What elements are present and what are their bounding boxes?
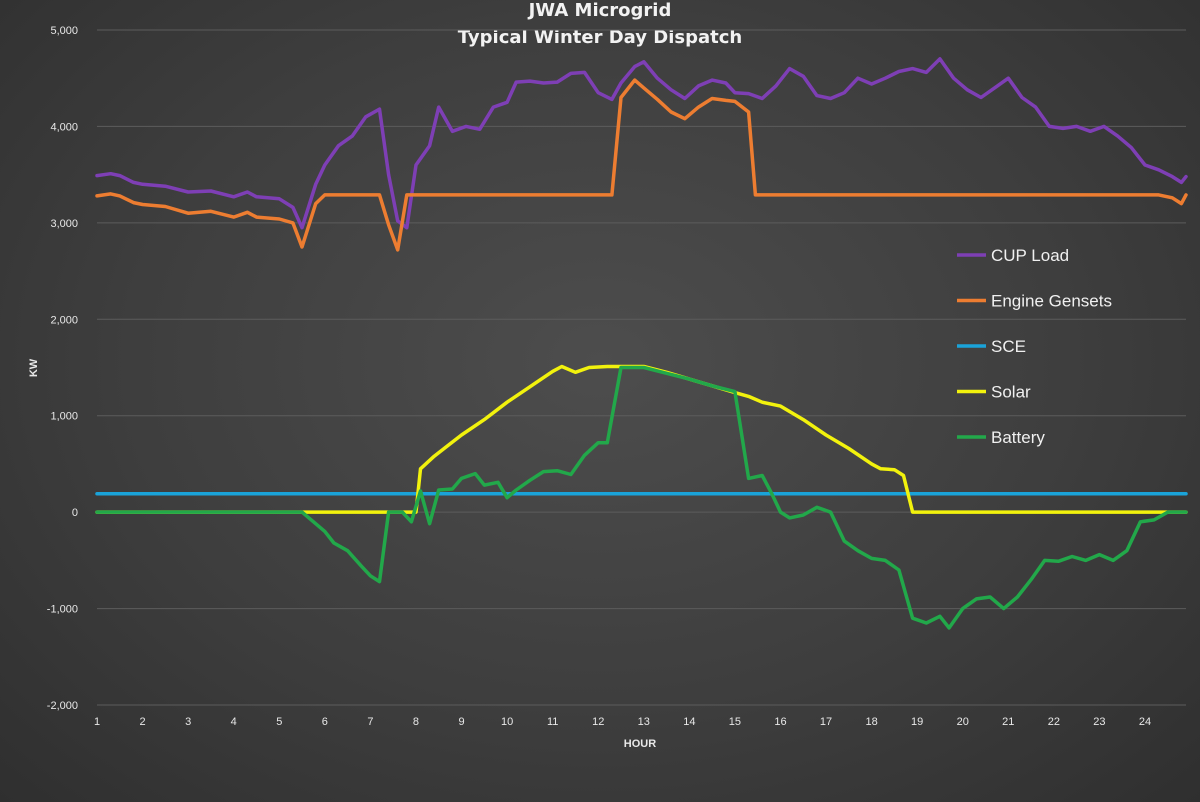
x-tick-label: 3	[185, 716, 191, 728]
legend-label-engine-gensets: Engine Gensets	[991, 292, 1112, 311]
x-axis-label: HOUR	[624, 738, 656, 750]
x-tick-label: 10	[501, 716, 513, 728]
chart-title-line-1: JWA Microgrid	[527, 0, 672, 21]
x-tick-label: 20	[957, 716, 969, 728]
x-tick-label: 17	[820, 716, 832, 728]
x-tick-label: 21	[1002, 716, 1014, 728]
x-tick-label: 2	[140, 716, 146, 728]
legend-label-battery: Battery	[991, 428, 1045, 447]
x-tick-label: 19	[911, 716, 923, 728]
x-tick-label: 5	[276, 716, 282, 728]
x-tick-label: 14	[683, 716, 695, 728]
y-tick-label: 4,000	[50, 121, 78, 133]
y-tick-label: -2,000	[47, 700, 78, 712]
y-axis-label: KW	[28, 358, 40, 377]
x-tick-label: 23	[1093, 716, 1105, 728]
x-tick-label: 22	[1048, 716, 1060, 728]
x-tick-label: 6	[322, 716, 328, 728]
x-tick-label: 8	[413, 716, 419, 728]
legend-label-sce: SCE	[991, 337, 1026, 356]
x-tick-label: 7	[367, 716, 373, 728]
y-tick-labels: -2,000 -1,000 0 1,000 2,000 3,000 4,000 5,000	[47, 25, 78, 712]
x-tick-label: 13	[638, 716, 650, 728]
chart-title-line-2: Typical Winter Day Dispatch	[458, 27, 742, 48]
y-tick-label: 2,000	[50, 314, 78, 326]
y-tick-label: 0	[72, 507, 78, 519]
x-tick-label: 18	[865, 716, 877, 728]
x-tick-label: 12	[592, 716, 604, 728]
legend-label-cup-load: CUP Load	[991, 246, 1069, 265]
x-tick-label: 11	[547, 716, 558, 728]
series-line-battery	[95, 365, 1188, 630]
y-tick-label: -1,000	[47, 604, 78, 616]
x-tick-label: 4	[231, 716, 237, 728]
legend: CUP Load Engine Gensets SCE Solar Battery	[957, 246, 1112, 447]
series-line-cup-load	[95, 57, 1188, 230]
y-tick-label: 5,000	[50, 25, 78, 37]
x-tick-label: 24	[1139, 716, 1151, 728]
x-tick-label: 1	[94, 716, 100, 728]
series-line-engine-gensets	[95, 78, 1188, 252]
x-tick-label: 9	[458, 716, 464, 728]
series-lines	[95, 57, 1188, 630]
x-tick-label: 15	[729, 716, 741, 728]
x-tick-labels: 1 2 3 4 5 6 7 8 9 10 11 12 13 14 15 16 17 18 19 20 21 22 23 24	[94, 716, 1151, 728]
y-tick-label: 1,000	[50, 411, 78, 423]
legend-label-solar: Solar	[991, 383, 1031, 402]
y-tick-label: 3,000	[50, 218, 78, 230]
x-tick-label: 16	[774, 716, 786, 728]
